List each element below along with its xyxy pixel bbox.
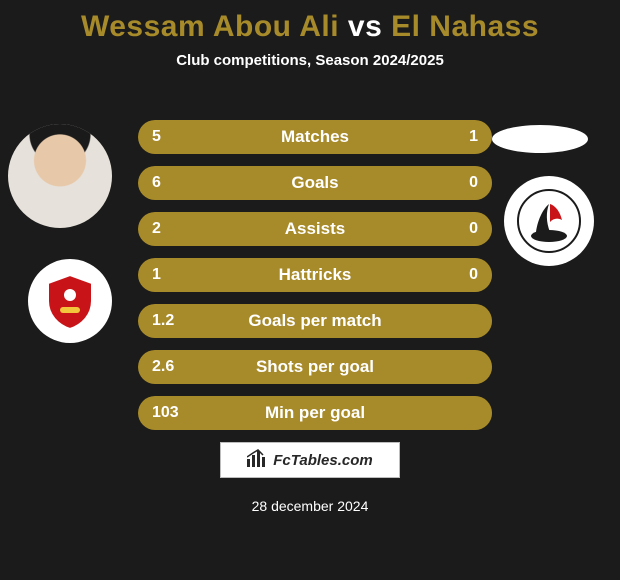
stat-label: Goals per match [138,311,492,331]
stat-row: 6Goals0 [138,166,492,200]
stat-value-right: 0 [469,174,478,192]
stat-row: 1.2Goals per match [138,304,492,338]
player2-name: El Nahass [391,10,539,43]
crest-icon [504,176,594,266]
stat-value-right: 0 [469,220,478,238]
player2-club-crest [504,176,594,266]
stat-row: 2.6Shots per goal [138,350,492,384]
bars-icon [247,449,267,472]
player1-avatar [8,124,112,228]
stats-bars: 5Matches16Goals02Assists01Hattricks01.2G… [138,120,492,442]
stat-row: 5Matches1 [138,120,492,154]
stat-label: Shots per goal [138,357,492,377]
stat-label: Assists [138,219,492,239]
stat-value-right: 0 [469,266,478,284]
subtitle: Club competitions, Season 2024/2025 [0,52,620,69]
face-placeholder-icon [8,124,112,228]
stat-label: Min per goal [138,403,492,423]
stat-row: 2Assists0 [138,212,492,246]
player1-club-crest [28,259,112,343]
vs-text: vs [348,10,382,43]
brand-text: FcTables.com [273,452,372,469]
stat-value-right: 1 [469,128,478,146]
stat-row: 1Hattricks0 [138,258,492,292]
brand-box[interactable]: FcTables.com [220,442,400,478]
player1-name: Wessam Abou Ali [81,10,339,43]
player2-avatar-oval [492,125,588,153]
date-text: 28 december 2024 [0,498,620,514]
crest-icon [28,259,112,343]
stat-label: Hattricks [138,265,492,285]
stat-label: Matches [138,127,492,147]
page-title: Wessam Abou Ali vs El Nahass [0,0,620,44]
stat-label: Goals [138,173,492,193]
stat-row: 103Min per goal [138,396,492,430]
